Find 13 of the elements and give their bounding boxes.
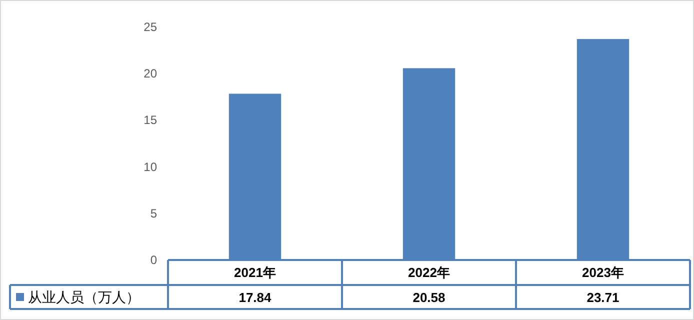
y-tick-label: 25 [144, 20, 158, 34]
y-tick-label: 15 [144, 113, 158, 128]
y-tick-label: 20 [144, 66, 158, 81]
legend-label: 从业人员（万人） [28, 289, 140, 305]
x-tick-label: 2023年 [582, 265, 624, 280]
x-tick-label: 2022年 [408, 265, 450, 280]
data-label: 17.84 [238, 290, 272, 305]
y-tick-label: 5 [150, 206, 158, 220]
y-tick-label: 0 [150, 253, 158, 267]
data-label: 20.58 [412, 290, 446, 305]
x-tick-label: 2021年 [234, 265, 276, 280]
data-label: 23.71 [586, 290, 620, 305]
y-tick-label: 10 [144, 160, 158, 174]
